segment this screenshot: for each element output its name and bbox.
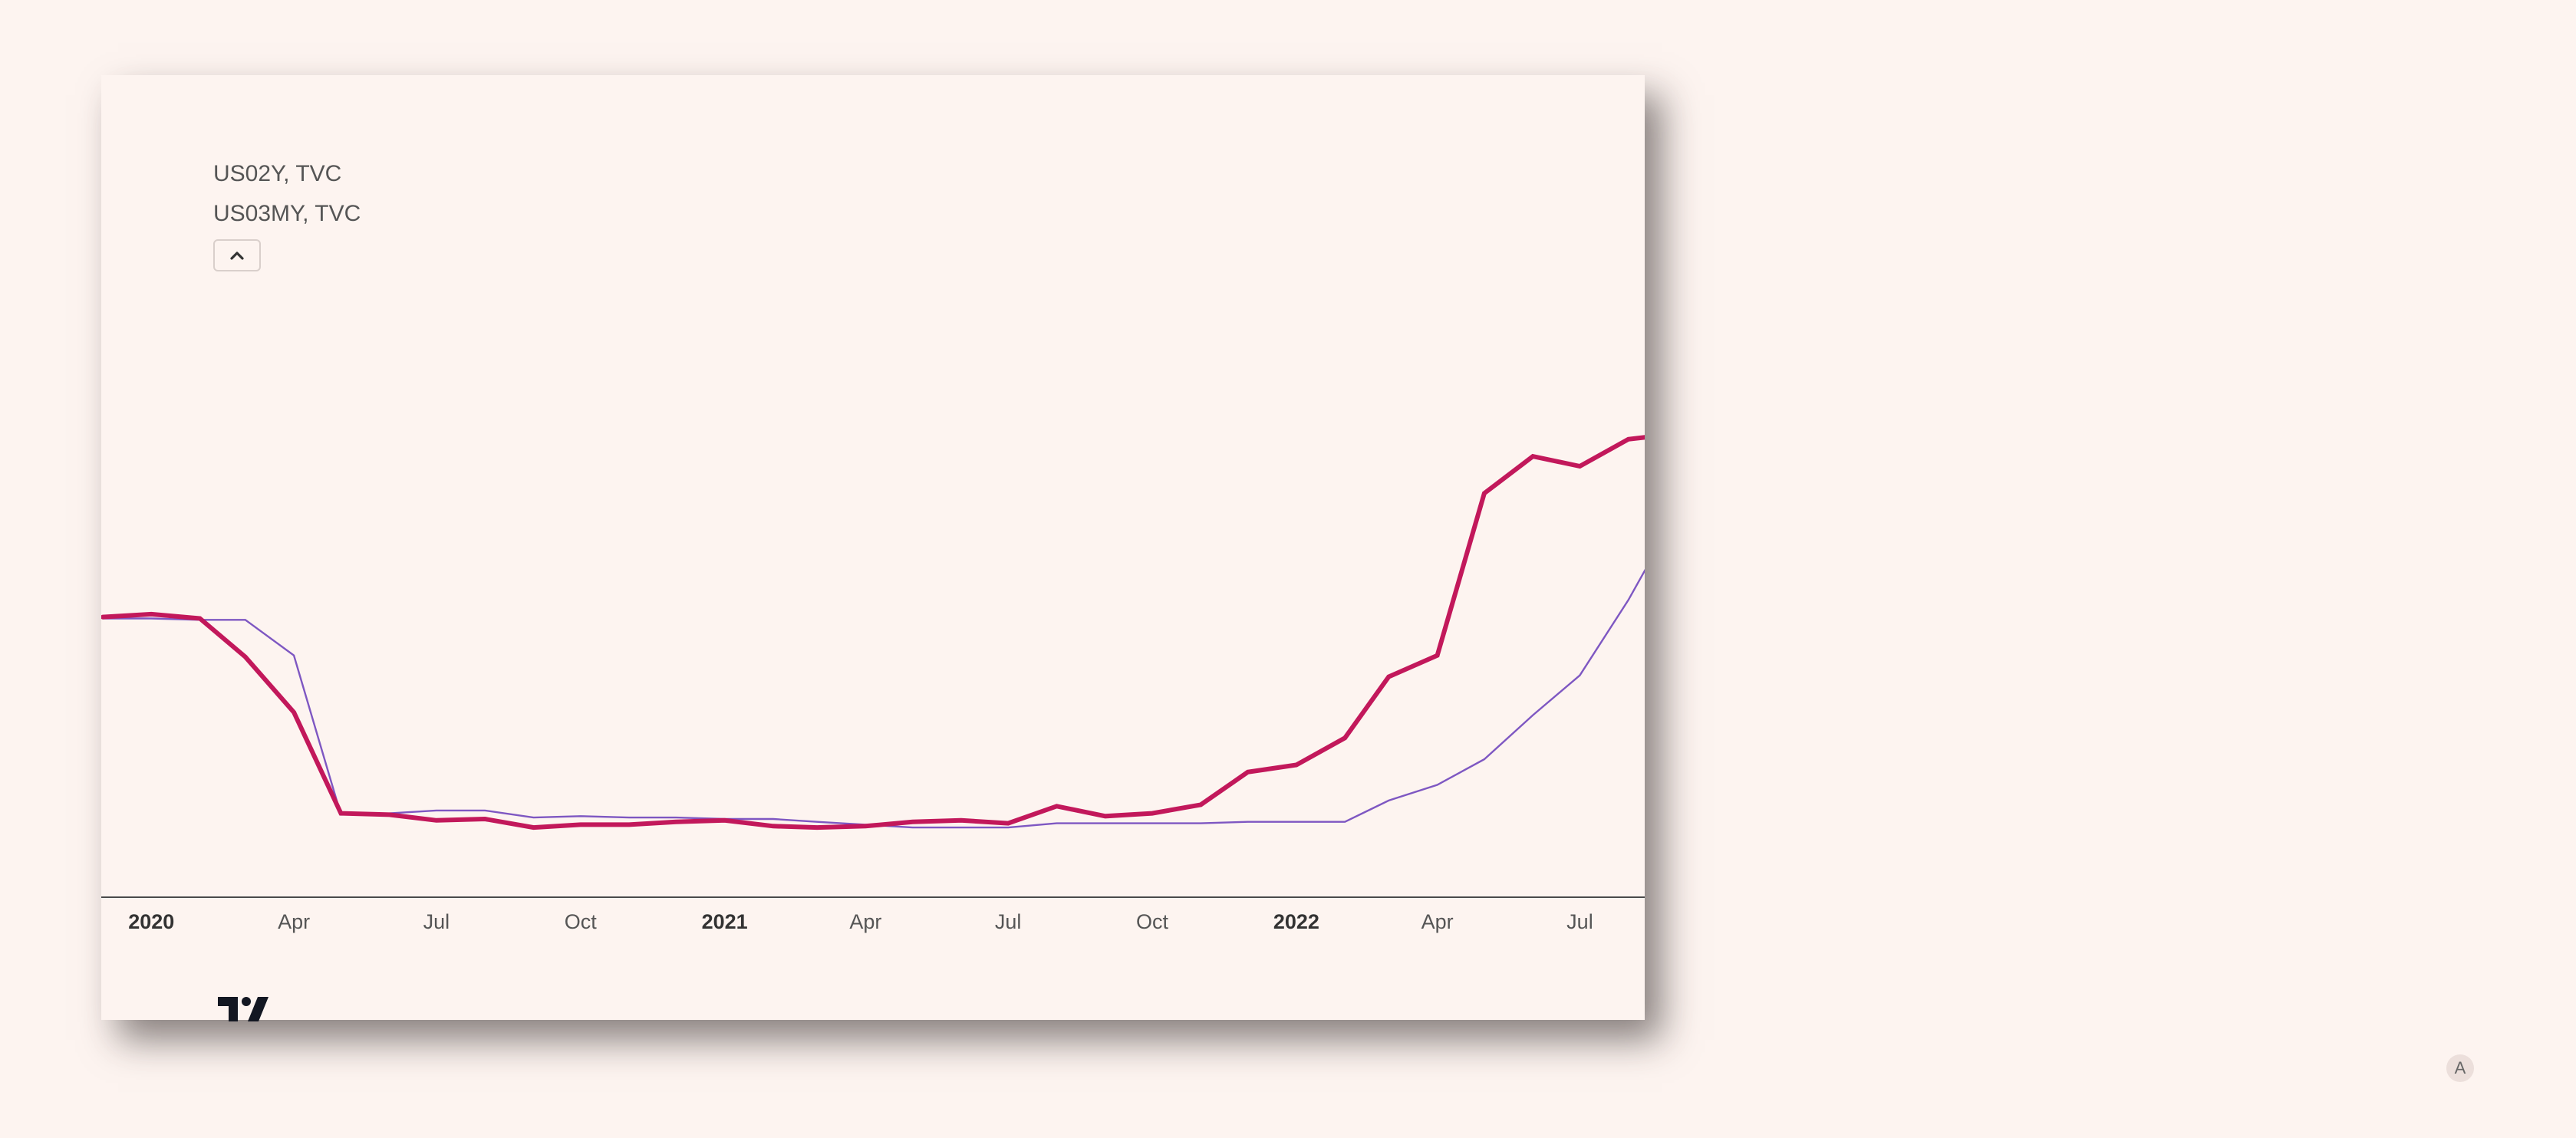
- x-tick-label: Oct: [1136, 910, 1169, 933]
- x-tick-label: Apr: [849, 910, 881, 933]
- legend-item-us02y[interactable]: US02Y, TVC: [213, 161, 342, 186]
- legend-item-us03my[interactable]: US03MY, TVC: [213, 201, 361, 226]
- x-tick-label: Jul: [995, 910, 1022, 933]
- x-tick-label: Apr: [278, 910, 310, 933]
- plot-lines: [101, 149, 1645, 830]
- x-axis: 2020AprJulOct2021AprJulOct2022AprJulOct2…: [101, 896, 1645, 933]
- auto-scale-button[interactable]: A: [2446, 1054, 2474, 1082]
- chart-card: 2020AprJulOct2021AprJulOct2022AprJulOct2…: [101, 75, 2474, 1082]
- x-tick-label: Jul: [1566, 910, 1593, 933]
- chevron-up-icon: [230, 252, 244, 260]
- tradingview-logo-icon[interactable]: [218, 994, 272, 1025]
- series-line-us03my[interactable]: [101, 149, 1645, 829]
- x-tick-label: Jul: [423, 910, 450, 933]
- x-tick-label: Oct: [565, 910, 598, 933]
- x-tick-label: 2022: [1273, 910, 1319, 933]
- x-tick-label: 2020: [128, 910, 174, 933]
- series-line-us02y[interactable]: [101, 149, 1645, 830]
- chart-canvas[interactable]: 2020AprJulOct2021AprJulOct2022AprJulOct2…: [101, 75, 1645, 1020]
- x-tick-label: Apr: [1421, 910, 1454, 933]
- collapse-legend-button[interactable]: [213, 239, 261, 271]
- x-tick-label: 2021: [702, 910, 748, 933]
